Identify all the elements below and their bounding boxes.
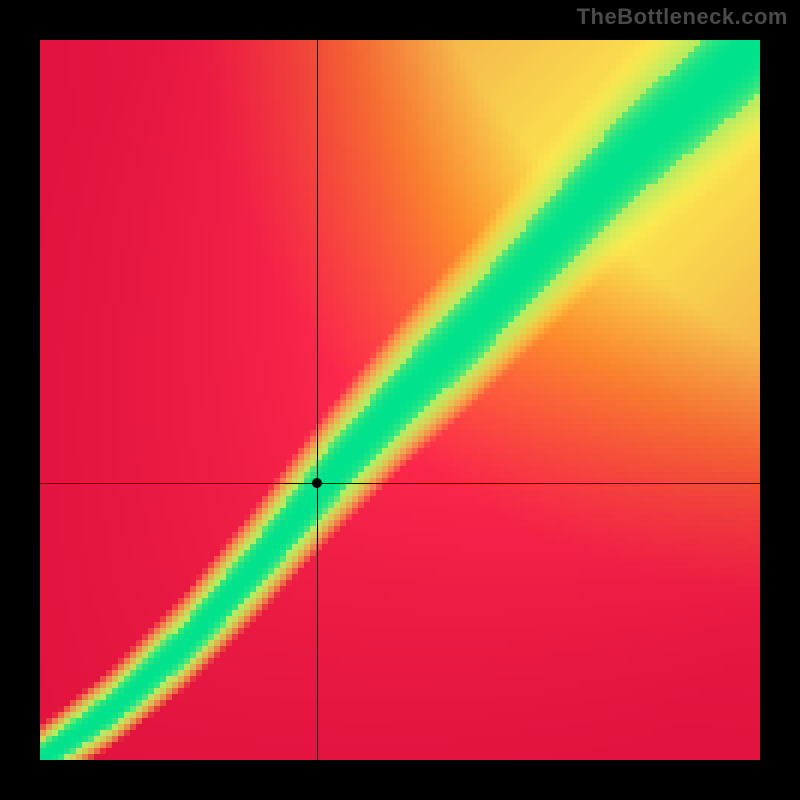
chart-frame: TheBottleneck.com (0, 0, 800, 800)
heatmap-plot (40, 40, 760, 760)
crosshair-horizontal (40, 483, 760, 484)
watermark-text: TheBottleneck.com (577, 4, 788, 30)
heatmap-canvas (40, 40, 760, 760)
crosshair-vertical (317, 40, 318, 760)
crosshair-marker (312, 478, 322, 488)
